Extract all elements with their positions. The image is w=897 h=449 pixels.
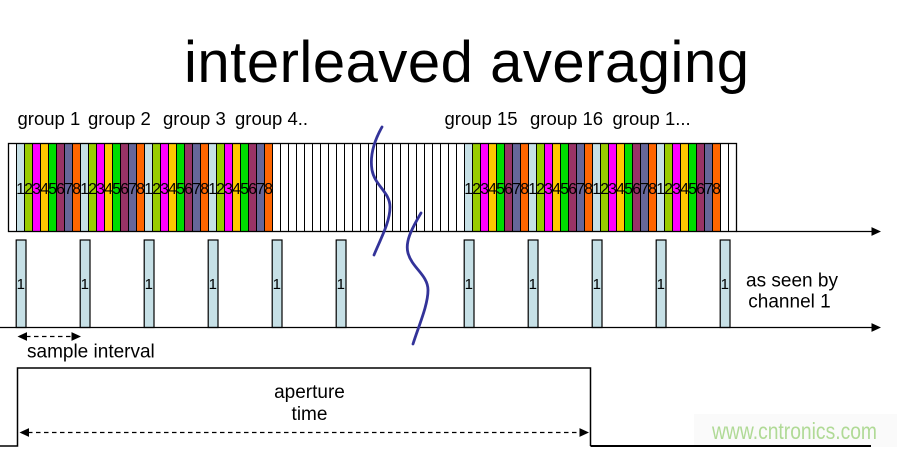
svg-text:3: 3 xyxy=(608,181,617,198)
svg-text:time: time xyxy=(292,404,328,425)
svg-text:1: 1 xyxy=(208,181,217,198)
svg-text:3: 3 xyxy=(160,181,169,198)
svg-text:7: 7 xyxy=(128,181,137,198)
svg-text:aperture: aperture xyxy=(274,382,345,403)
svg-text:6: 6 xyxy=(56,181,65,198)
svg-text:8: 8 xyxy=(584,181,593,198)
svg-text:4: 4 xyxy=(680,181,689,198)
svg-text:group 2: group 2 xyxy=(88,108,151,129)
svg-text:sample interval: sample interval xyxy=(27,342,155,363)
svg-text:4: 4 xyxy=(232,181,241,198)
svg-text:8: 8 xyxy=(264,181,273,198)
svg-text:1: 1 xyxy=(464,181,473,198)
svg-text:2: 2 xyxy=(472,181,481,198)
svg-text:2: 2 xyxy=(664,181,673,198)
svg-text:7: 7 xyxy=(512,181,521,198)
svg-text:7: 7 xyxy=(64,181,73,198)
svg-text:7: 7 xyxy=(576,181,585,198)
svg-text:2: 2 xyxy=(600,181,609,198)
svg-text:6: 6 xyxy=(632,181,641,198)
svg-text:7: 7 xyxy=(640,181,649,198)
svg-text:6: 6 xyxy=(504,181,513,198)
svg-text:6: 6 xyxy=(248,181,257,198)
svg-text:7: 7 xyxy=(256,181,265,198)
svg-text:7: 7 xyxy=(192,181,201,198)
svg-text:1: 1 xyxy=(145,276,153,293)
svg-text:8: 8 xyxy=(72,181,81,198)
svg-text:2: 2 xyxy=(536,181,545,198)
svg-text:1: 1 xyxy=(593,276,601,293)
svg-text:3: 3 xyxy=(32,181,41,198)
svg-text:1: 1 xyxy=(80,181,89,198)
svg-text:as seen by: as seen by xyxy=(746,271,838,292)
svg-text:3: 3 xyxy=(544,181,553,198)
svg-text:3: 3 xyxy=(480,181,489,198)
svg-text:3: 3 xyxy=(96,181,105,198)
svg-text:1: 1 xyxy=(17,276,25,293)
svg-text:5: 5 xyxy=(560,181,569,198)
svg-text:1: 1 xyxy=(337,276,345,293)
svg-text:group 4..: group 4.. xyxy=(235,108,308,129)
svg-text:2: 2 xyxy=(88,181,97,198)
svg-text:2: 2 xyxy=(24,181,33,198)
svg-text:1: 1 xyxy=(16,181,25,198)
svg-text:8: 8 xyxy=(200,181,209,198)
svg-text:7: 7 xyxy=(704,181,713,198)
svg-text:4: 4 xyxy=(168,181,177,198)
svg-text:group 1...: group 1... xyxy=(613,108,691,129)
svg-text:8: 8 xyxy=(648,181,657,198)
svg-text:www.cntronics.com: www.cntronics.com xyxy=(711,418,877,444)
svg-text:4: 4 xyxy=(552,181,561,198)
svg-text:1: 1 xyxy=(465,276,473,293)
svg-text:5: 5 xyxy=(176,181,185,198)
svg-text:3: 3 xyxy=(672,181,681,198)
svg-text:6: 6 xyxy=(184,181,193,198)
svg-text:4: 4 xyxy=(616,181,625,198)
svg-text:interleaved averaging: interleaved averaging xyxy=(184,30,749,95)
svg-text:1: 1 xyxy=(657,276,665,293)
svg-text:3: 3 xyxy=(224,181,233,198)
svg-text:1: 1 xyxy=(81,276,89,293)
svg-text:group 1: group 1 xyxy=(18,108,81,129)
svg-text:6: 6 xyxy=(696,181,705,198)
svg-text:1: 1 xyxy=(656,181,665,198)
svg-text:5: 5 xyxy=(624,181,633,198)
svg-text:2: 2 xyxy=(216,181,225,198)
svg-text:group 15: group 15 xyxy=(445,108,518,129)
svg-text:2: 2 xyxy=(152,181,161,198)
svg-text:group 16: group 16 xyxy=(530,108,603,129)
svg-text:8: 8 xyxy=(520,181,529,198)
svg-text:4: 4 xyxy=(104,181,113,198)
svg-text:1: 1 xyxy=(209,276,217,293)
svg-text:group 3: group 3 xyxy=(163,108,226,129)
svg-text:4: 4 xyxy=(40,181,49,198)
svg-text:5: 5 xyxy=(240,181,249,198)
svg-text:1: 1 xyxy=(529,276,537,293)
svg-text:1: 1 xyxy=(528,181,537,198)
svg-text:1: 1 xyxy=(592,181,601,198)
svg-text:channel 1: channel 1 xyxy=(748,292,830,313)
svg-text:5: 5 xyxy=(688,181,697,198)
svg-text:8: 8 xyxy=(136,181,145,198)
svg-text:1: 1 xyxy=(273,276,281,293)
svg-text:5: 5 xyxy=(112,181,121,198)
svg-text:5: 5 xyxy=(496,181,505,198)
svg-text:8: 8 xyxy=(712,181,721,198)
svg-text:5: 5 xyxy=(48,181,57,198)
svg-text:6: 6 xyxy=(120,181,129,198)
svg-text:4: 4 xyxy=(488,181,497,198)
svg-text:1: 1 xyxy=(721,276,729,293)
svg-text:6: 6 xyxy=(568,181,577,198)
svg-text:1: 1 xyxy=(144,181,153,198)
